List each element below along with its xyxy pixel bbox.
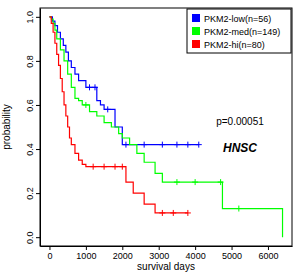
x-tick-mark	[86, 246, 87, 250]
plot-frame	[40, 8, 292, 246]
x-axis: 0 1000 2000 3000 4000 5000 6000	[41, 246, 293, 261]
censor-mark	[141, 142, 147, 148]
x-axis-title: survival days	[137, 261, 195, 272]
legend: PKM2-low(n=56) PKM2-med(n=149) PKM2-hi(n=8…	[187, 9, 291, 53]
survival-curve	[49, 17, 187, 213]
y-tick: 0.2	[25, 187, 40, 200]
x-tick-label: 6000	[258, 251, 278, 261]
y-tick-label: 0.0	[25, 231, 35, 244]
censor-mark	[87, 84, 93, 90]
censor-mark	[218, 179, 224, 185]
censor-mark	[123, 142, 129, 148]
censor-mark	[90, 164, 96, 170]
censor-mark	[112, 164, 118, 170]
y-tick: 0.0	[25, 231, 40, 244]
x-tick-mark	[159, 246, 160, 250]
y-axis-title: probability	[1, 104, 12, 150]
x-tick-mark	[195, 246, 196, 250]
censor-mark	[105, 106, 111, 112]
y-tick: 0.4	[25, 143, 40, 156]
chart: 0 1000 2000 3000 4000 5000 6000 0.0 0.2 0.4 0.6 0.8…	[0, 0, 300, 274]
y-tick-label: 0.6	[25, 99, 35, 112]
legend-label: PKM2-low(n=56)	[204, 14, 271, 24]
y-tick-label: 0.8	[25, 55, 35, 68]
legend-swatch	[192, 14, 200, 22]
x-tick-label: 5000	[222, 251, 242, 261]
y-tick-mark	[36, 149, 40, 150]
censor-mark	[83, 102, 89, 108]
y-axis-line	[40, 9, 41, 247]
censor-mark	[92, 84, 98, 90]
censor-mark	[185, 142, 191, 148]
x-tick-mark	[268, 246, 269, 250]
y-tick-label: 0.2	[25, 187, 35, 200]
y-tick-mark	[36, 17, 40, 18]
x-tick: 0	[47, 246, 52, 261]
x-tick: 1000	[76, 246, 96, 261]
x-tick: 6000	[258, 246, 278, 261]
censor-mark	[236, 206, 242, 212]
y-tick-label: 0.4	[25, 143, 35, 156]
x-tick-label: 4000	[186, 251, 206, 261]
x-tick-label: 2000	[113, 251, 133, 261]
x-tick: 4000	[186, 246, 206, 261]
legend-label: PKM2-med(n=149)	[204, 27, 280, 37]
y-tick-mark	[36, 61, 40, 62]
x-axis-line	[41, 246, 293, 247]
y-tick: 1.0	[25, 11, 40, 24]
legend-box	[187, 9, 291, 53]
y-tick-mark	[36, 105, 40, 106]
legend-swatch	[192, 40, 200, 48]
cancer-label: HNSC	[223, 141, 257, 155]
x-tick: 5000	[222, 246, 242, 261]
censor-mark	[101, 164, 107, 170]
censor-mark	[196, 142, 202, 148]
y-tick: 0.6	[25, 99, 40, 112]
legend-swatch	[192, 27, 200, 35]
p-value: p=0.00051	[216, 116, 264, 127]
censor-mark	[192, 179, 198, 185]
censor-mark	[119, 164, 125, 170]
x-tick-mark	[49, 246, 50, 250]
censor-mark	[185, 210, 191, 216]
y-tick-label: 1.0	[25, 11, 35, 24]
y-tick: 0.8	[25, 55, 40, 68]
x-tick-label: 3000	[149, 251, 169, 261]
x-tick-label: 0	[47, 251, 52, 261]
y-tick-mark	[36, 237, 40, 238]
censor-mark	[159, 142, 165, 148]
x-tick: 2000	[113, 246, 133, 261]
censor-mark	[159, 210, 165, 216]
x-tick-mark	[232, 246, 233, 250]
censor-mark	[170, 210, 176, 216]
censor-mark	[174, 179, 180, 185]
x-tick: 3000	[149, 246, 169, 261]
y-axis: 0.0 0.2 0.4 0.6 0.8 1.0	[25, 9, 41, 247]
censor-mark	[174, 142, 180, 148]
x-tick-mark	[122, 246, 123, 250]
x-tick-label: 1000	[76, 251, 96, 261]
y-tick-mark	[36, 193, 40, 194]
legend-label: PKM2-hi(n=80)	[204, 40, 265, 50]
